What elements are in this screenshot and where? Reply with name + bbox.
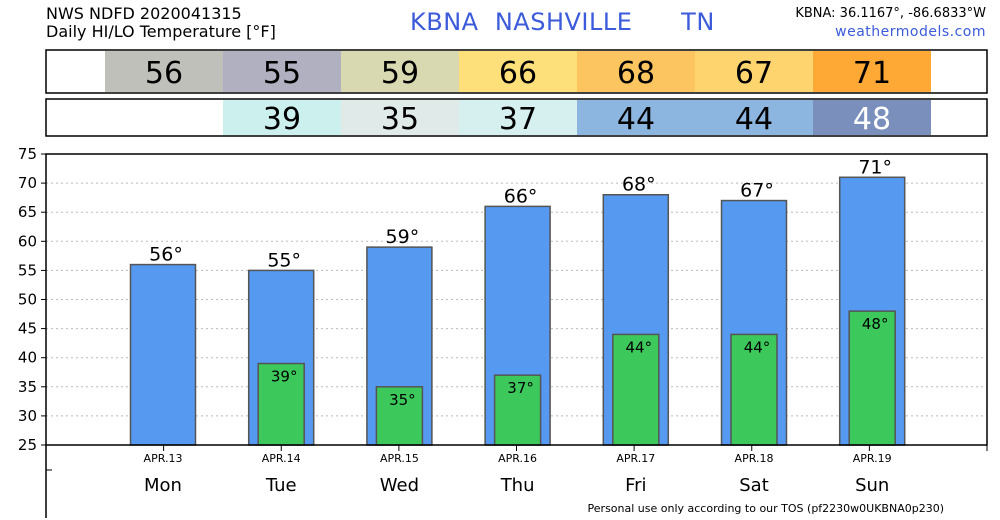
y-tick-label: 70 <box>18 174 37 192</box>
hi-bar <box>129 263 197 446</box>
x-day-label: Wed <box>380 475 419 496</box>
x-day-label: Fri <box>625 475 646 496</box>
hi-cell <box>813 51 931 92</box>
chart-title: NWS NDFD 2020041315 <box>46 4 242 23</box>
y-tick-label: 50 <box>18 291 37 309</box>
hi-bar-label: 56° <box>149 244 183 266</box>
hi-bar-label: 71° <box>858 156 892 178</box>
y-tick-label: 25 <box>18 436 37 454</box>
station-name: KBNA NASHVILLE TN <box>410 8 715 36</box>
y-tick-label: 45 <box>18 320 37 338</box>
y-tick-label: 60 <box>18 232 37 250</box>
x-date-label: APR.13 <box>144 452 183 465</box>
x-date-label: APR.15 <box>380 452 419 465</box>
hi-cell <box>459 51 577 92</box>
y-tick-label: 40 <box>18 349 37 367</box>
hi-cell-value: 66 <box>499 56 537 91</box>
lo-cell <box>223 100 341 135</box>
x-date-label: APR.18 <box>735 452 774 465</box>
x-date-label: APR.14 <box>262 452 301 465</box>
lo-cell-value: 35 <box>381 102 419 137</box>
hi-bar-label: 68° <box>622 174 656 196</box>
hi-bar-label: 55° <box>267 249 301 271</box>
hi-cell <box>341 51 459 92</box>
lo-bar-label: 44° <box>744 338 771 356</box>
lo-cell-value: 44 <box>735 102 773 137</box>
hi-cell <box>695 51 813 92</box>
hi-cell <box>223 51 341 92</box>
lo-bar-label: 48° <box>862 315 889 333</box>
lo-cell-value: 48 <box>853 102 891 137</box>
x-day-label: Tue <box>265 475 297 496</box>
lo-bar-label: 44° <box>626 338 653 356</box>
lo-bar <box>848 310 896 446</box>
x-day-label: Sat <box>739 475 769 496</box>
lo-cell-value: 44 <box>617 102 655 137</box>
x-date-label: APR.19 <box>853 452 892 465</box>
hi-cell-value: 56 <box>145 56 183 91</box>
lo-bar <box>730 333 778 446</box>
hi-cell-value: 67 <box>735 56 773 91</box>
footer-note: Personal use only according to our TOS (… <box>587 502 944 515</box>
x-date-label: APR.17 <box>616 452 655 465</box>
y-tick-label: 30 <box>18 407 37 425</box>
lo-cell <box>695 100 813 135</box>
lo-cell <box>105 100 223 135</box>
x-day-label: Sun <box>855 475 889 496</box>
lo-bar-label: 37° <box>507 379 534 397</box>
hi-bar-label: 67° <box>740 180 774 202</box>
y-tick-label: 35 <box>18 378 37 396</box>
x-date-label: APR.16 <box>498 452 537 465</box>
lo-cell-value: 37 <box>499 102 537 137</box>
hi-cell <box>105 51 223 92</box>
lo-cell-value: 39 <box>263 102 301 137</box>
hi-cell-value: 55 <box>263 56 301 91</box>
lo-cell <box>341 100 459 135</box>
chart-subtitle: Daily HI/LO Temperature [°F] <box>46 22 276 41</box>
hi-bar-label: 66° <box>504 185 538 207</box>
y-tick-label: 75 <box>18 145 37 163</box>
x-day-label: Mon <box>144 475 182 496</box>
x-day-label: Thu <box>500 475 535 496</box>
lo-bar-label: 35° <box>389 391 416 409</box>
hi-cell <box>577 51 695 92</box>
station-coordinates: KBNA: 36.1167°, -86.6833°W <box>795 6 986 21</box>
hi-cell-value: 68 <box>617 56 655 91</box>
y-tick-label: 65 <box>18 203 37 221</box>
y-tick-label: 55 <box>18 261 37 279</box>
hi-cell-value: 59 <box>381 56 419 91</box>
lo-cell <box>813 100 931 135</box>
hi-cell-value: 71 <box>853 56 891 91</box>
lo-bar-label: 39° <box>271 368 298 386</box>
lo-cell <box>459 100 577 135</box>
hi-bar-label: 59° <box>386 226 420 248</box>
site-link[interactable]: weathermodels.com <box>835 24 986 40</box>
lo-cell <box>577 100 695 135</box>
